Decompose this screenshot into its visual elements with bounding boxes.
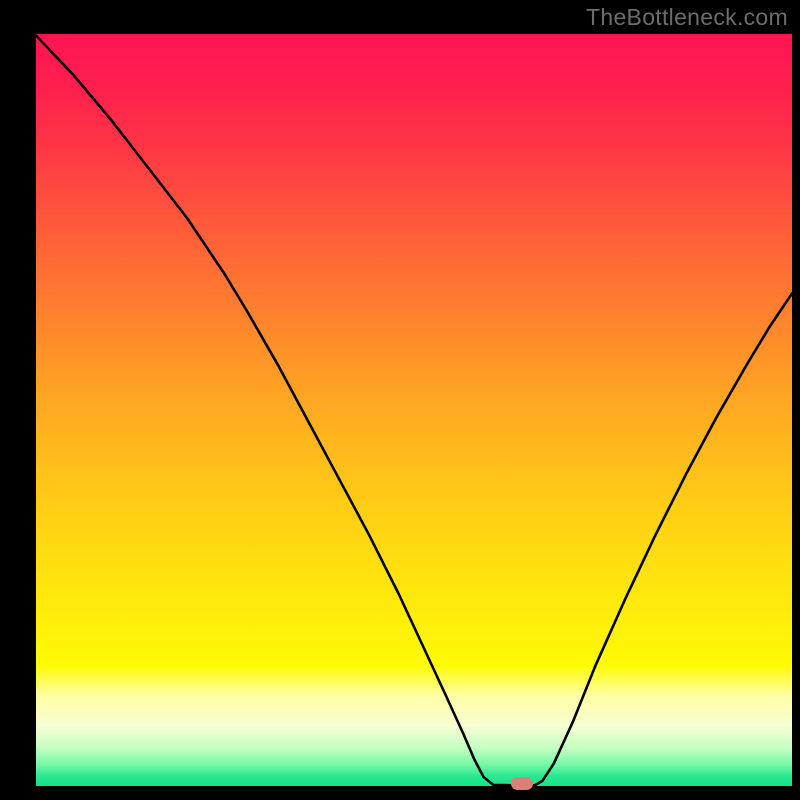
chart-root: TheBottleneck.com: [0, 0, 800, 800]
plot-area: [36, 34, 792, 786]
gradient-background: [36, 34, 792, 786]
optimal-point-marker: [511, 777, 533, 790]
watermark-text: TheBottleneck.com: [586, 4, 788, 31]
